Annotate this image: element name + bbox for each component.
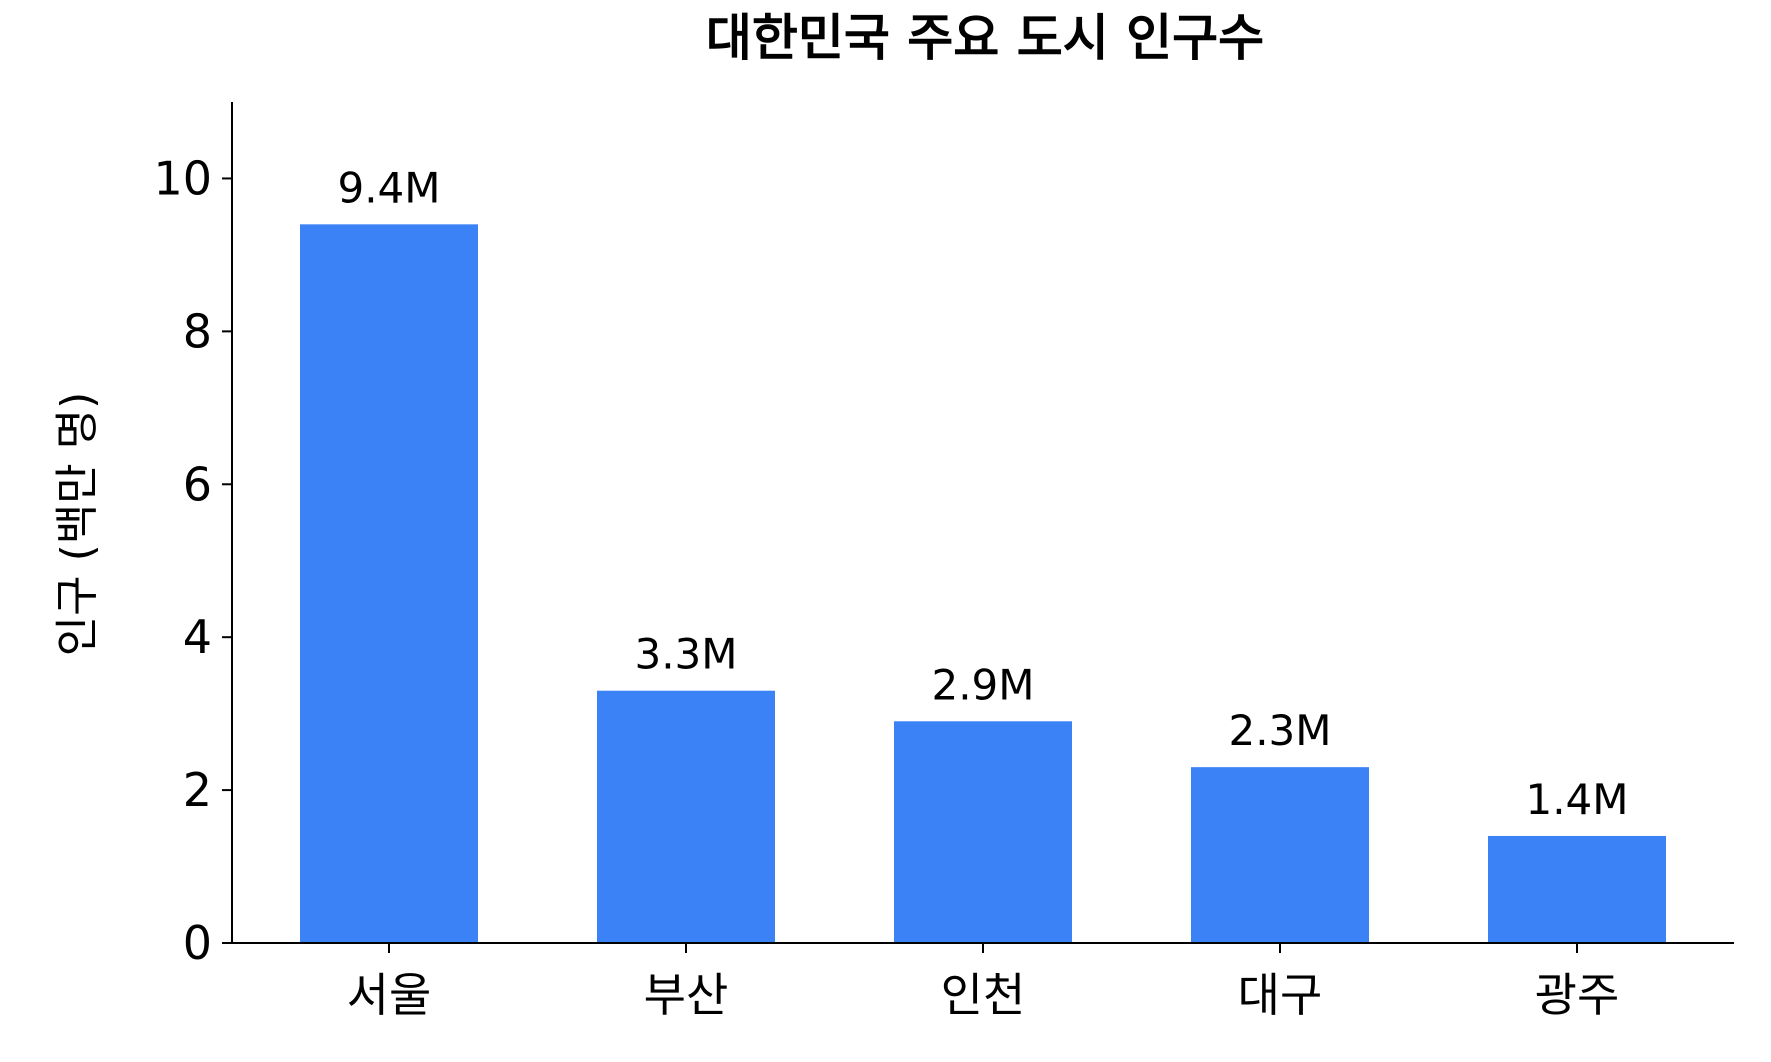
chart-title: 대한민국 주요 도시 인구수	[706, 9, 1264, 67]
bar-2	[597, 690, 775, 943]
data-label: 1.4M	[1525, 775, 1628, 824]
data-labels-group: 9.4M 3.3M 2.9M 2.3M 1.4M	[337, 163, 1628, 824]
y-tick-label: 8	[183, 304, 212, 358]
y-axis-ticks: 0 2 4 6 8 10	[153, 151, 232, 970]
bar-1	[300, 224, 478, 943]
data-label: 2.3M	[1228, 706, 1331, 755]
data-label: 2.9M	[931, 660, 1034, 709]
x-tick-label: 광주	[1535, 968, 1620, 1022]
x-tick-label: 서울	[347, 968, 432, 1022]
x-axis-ticks: 서울 부산 인천 대구 광주	[347, 943, 1620, 1022]
y-tick-label: 2	[183, 763, 212, 817]
y-tick-label: 0	[183, 916, 212, 970]
x-tick-label: 인천	[941, 968, 1026, 1022]
bar-5	[1488, 835, 1666, 943]
data-label: 9.4M	[337, 163, 440, 212]
bar-3	[894, 721, 1072, 943]
x-tick-label: 대구	[1238, 968, 1323, 1022]
y-axis-label: 인구 (백만 명)	[52, 392, 103, 657]
y-tick-label: 6	[183, 457, 212, 511]
bar-4	[1191, 767, 1369, 943]
y-tick-label: 4	[183, 610, 212, 664]
x-tick-label: 부산	[644, 968, 729, 1022]
bars-group	[300, 224, 1666, 943]
data-label: 3.3M	[634, 630, 737, 679]
y-tick-label: 10	[153, 151, 212, 205]
